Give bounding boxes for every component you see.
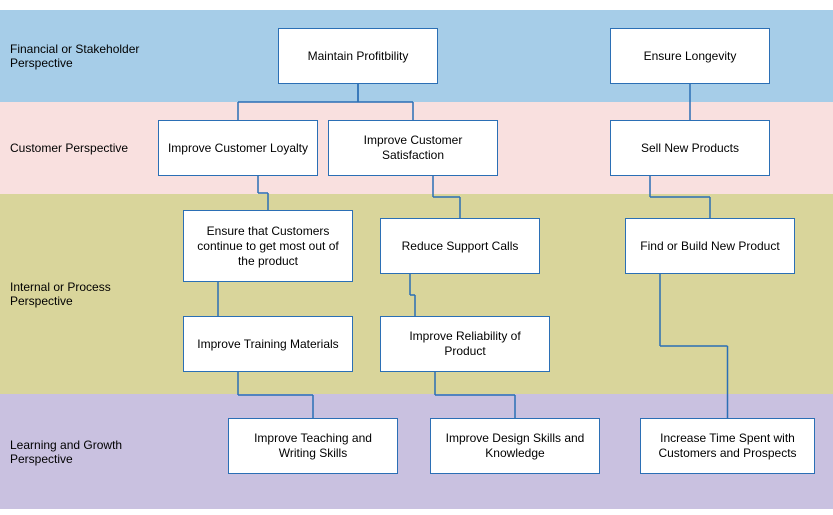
node-n9: Improve Training Materials (183, 316, 353, 372)
node-n12: Improve Design Skills and Knowledge (430, 418, 600, 474)
band-label-b3: Internal or Process Perspective (10, 280, 160, 308)
band-label-b1: Financial or Stakeholder Perspective (10, 42, 160, 70)
node-n7: Reduce Support Calls (380, 218, 540, 274)
node-n2: Ensure Longevity (610, 28, 770, 84)
node-n8: Find or Build New Product (625, 218, 795, 274)
node-n4: Improve Customer Satisfaction (328, 120, 498, 176)
node-n10: Improve Reliability of Product (380, 316, 550, 372)
node-n3: Improve Customer Loyalty (158, 120, 318, 176)
node-n13: Increase Time Spent with Customers and P… (640, 418, 815, 474)
band-label-b2: Customer Perspective (10, 141, 128, 155)
node-n1: Maintain Profitbility (278, 28, 438, 84)
node-n5: Sell New Products (610, 120, 770, 176)
node-n11: Improve Teaching and Writing Skills (228, 418, 398, 474)
band-label-b4: Learning and Growth Perspective (10, 438, 160, 466)
node-n6: Ensure that Customers continue to get mo… (183, 210, 353, 282)
